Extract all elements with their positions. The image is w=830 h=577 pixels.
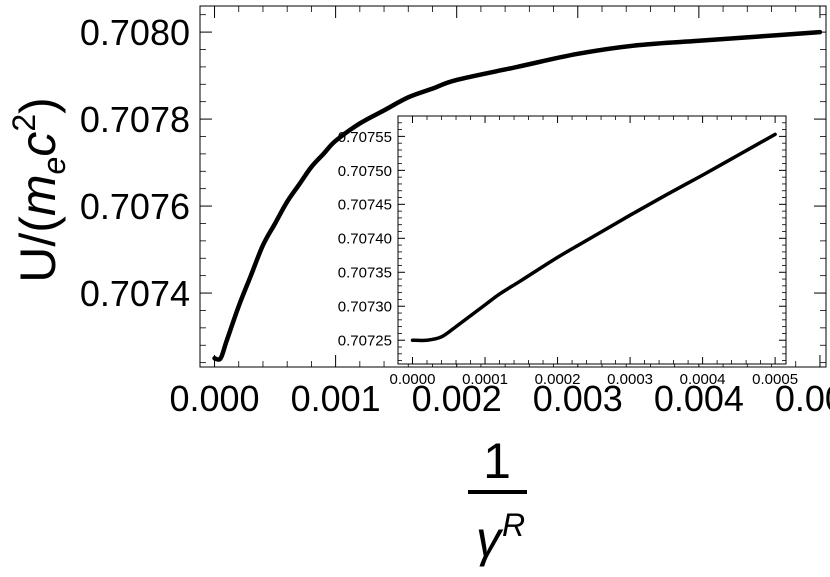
y-axis-label-c: c xyxy=(10,132,66,157)
main-y-tick-label: 0.7076 xyxy=(80,186,190,227)
inset-x-tick-label: 0.0003 xyxy=(607,371,653,388)
main-x-tick-label: 0.001 xyxy=(291,378,381,419)
main-x-tick-label: 0.000 xyxy=(169,378,259,419)
inset-x-tick-label: 0.0001 xyxy=(462,371,508,388)
y-axis-label-base: U/( xyxy=(10,216,66,283)
main-x-tick-label: 0.005 xyxy=(775,378,830,419)
main-y-tick-label: 0.7080 xyxy=(80,12,190,53)
y-axis-label: U/(mec2) xyxy=(6,97,72,283)
x-axis-label-denominator: γ xyxy=(476,511,504,567)
main-x-tick-label: 0.003 xyxy=(533,378,623,419)
inset-y-tick-label: 0.70740 xyxy=(338,231,392,248)
inset-series-line-0 xyxy=(410,132,777,343)
inset-y-tick-label: 0.70735 xyxy=(338,265,392,282)
inset-x-tick-label: 0.0000 xyxy=(390,371,436,388)
y-axis-label-close: ) xyxy=(10,97,66,114)
main-y-tick-label: 0.7078 xyxy=(80,99,190,140)
y-axis-label-sub: e xyxy=(36,157,72,175)
inset-x-tick-label: 0.0004 xyxy=(680,371,726,388)
inset-y-tick-label: 0.70745 xyxy=(338,197,392,214)
inset-x-tick-label: 0.0005 xyxy=(752,371,798,388)
main-series-line-0 xyxy=(212,29,823,362)
x-axis-label-numerator: 1 xyxy=(483,433,511,489)
main-x-tick-label: 0.004 xyxy=(654,378,744,419)
main-x-tick-label: 0.002 xyxy=(412,378,502,419)
x-axis-label-superscript: R xyxy=(502,507,525,543)
inset-y-tick-label: 0.70755 xyxy=(338,129,392,146)
y-axis-label-mass: m xyxy=(10,174,66,216)
inset-y-tick-label: 0.70750 xyxy=(338,163,392,180)
main-y-tick-label: 0.7074 xyxy=(80,273,190,314)
y-axis-label-sup: 2 xyxy=(6,114,42,132)
inset-x-tick-label: 0.0002 xyxy=(535,371,581,388)
inset-y-tick-label: 0.70730 xyxy=(338,299,392,316)
inset-y-tick-label: 0.70725 xyxy=(338,333,392,350)
